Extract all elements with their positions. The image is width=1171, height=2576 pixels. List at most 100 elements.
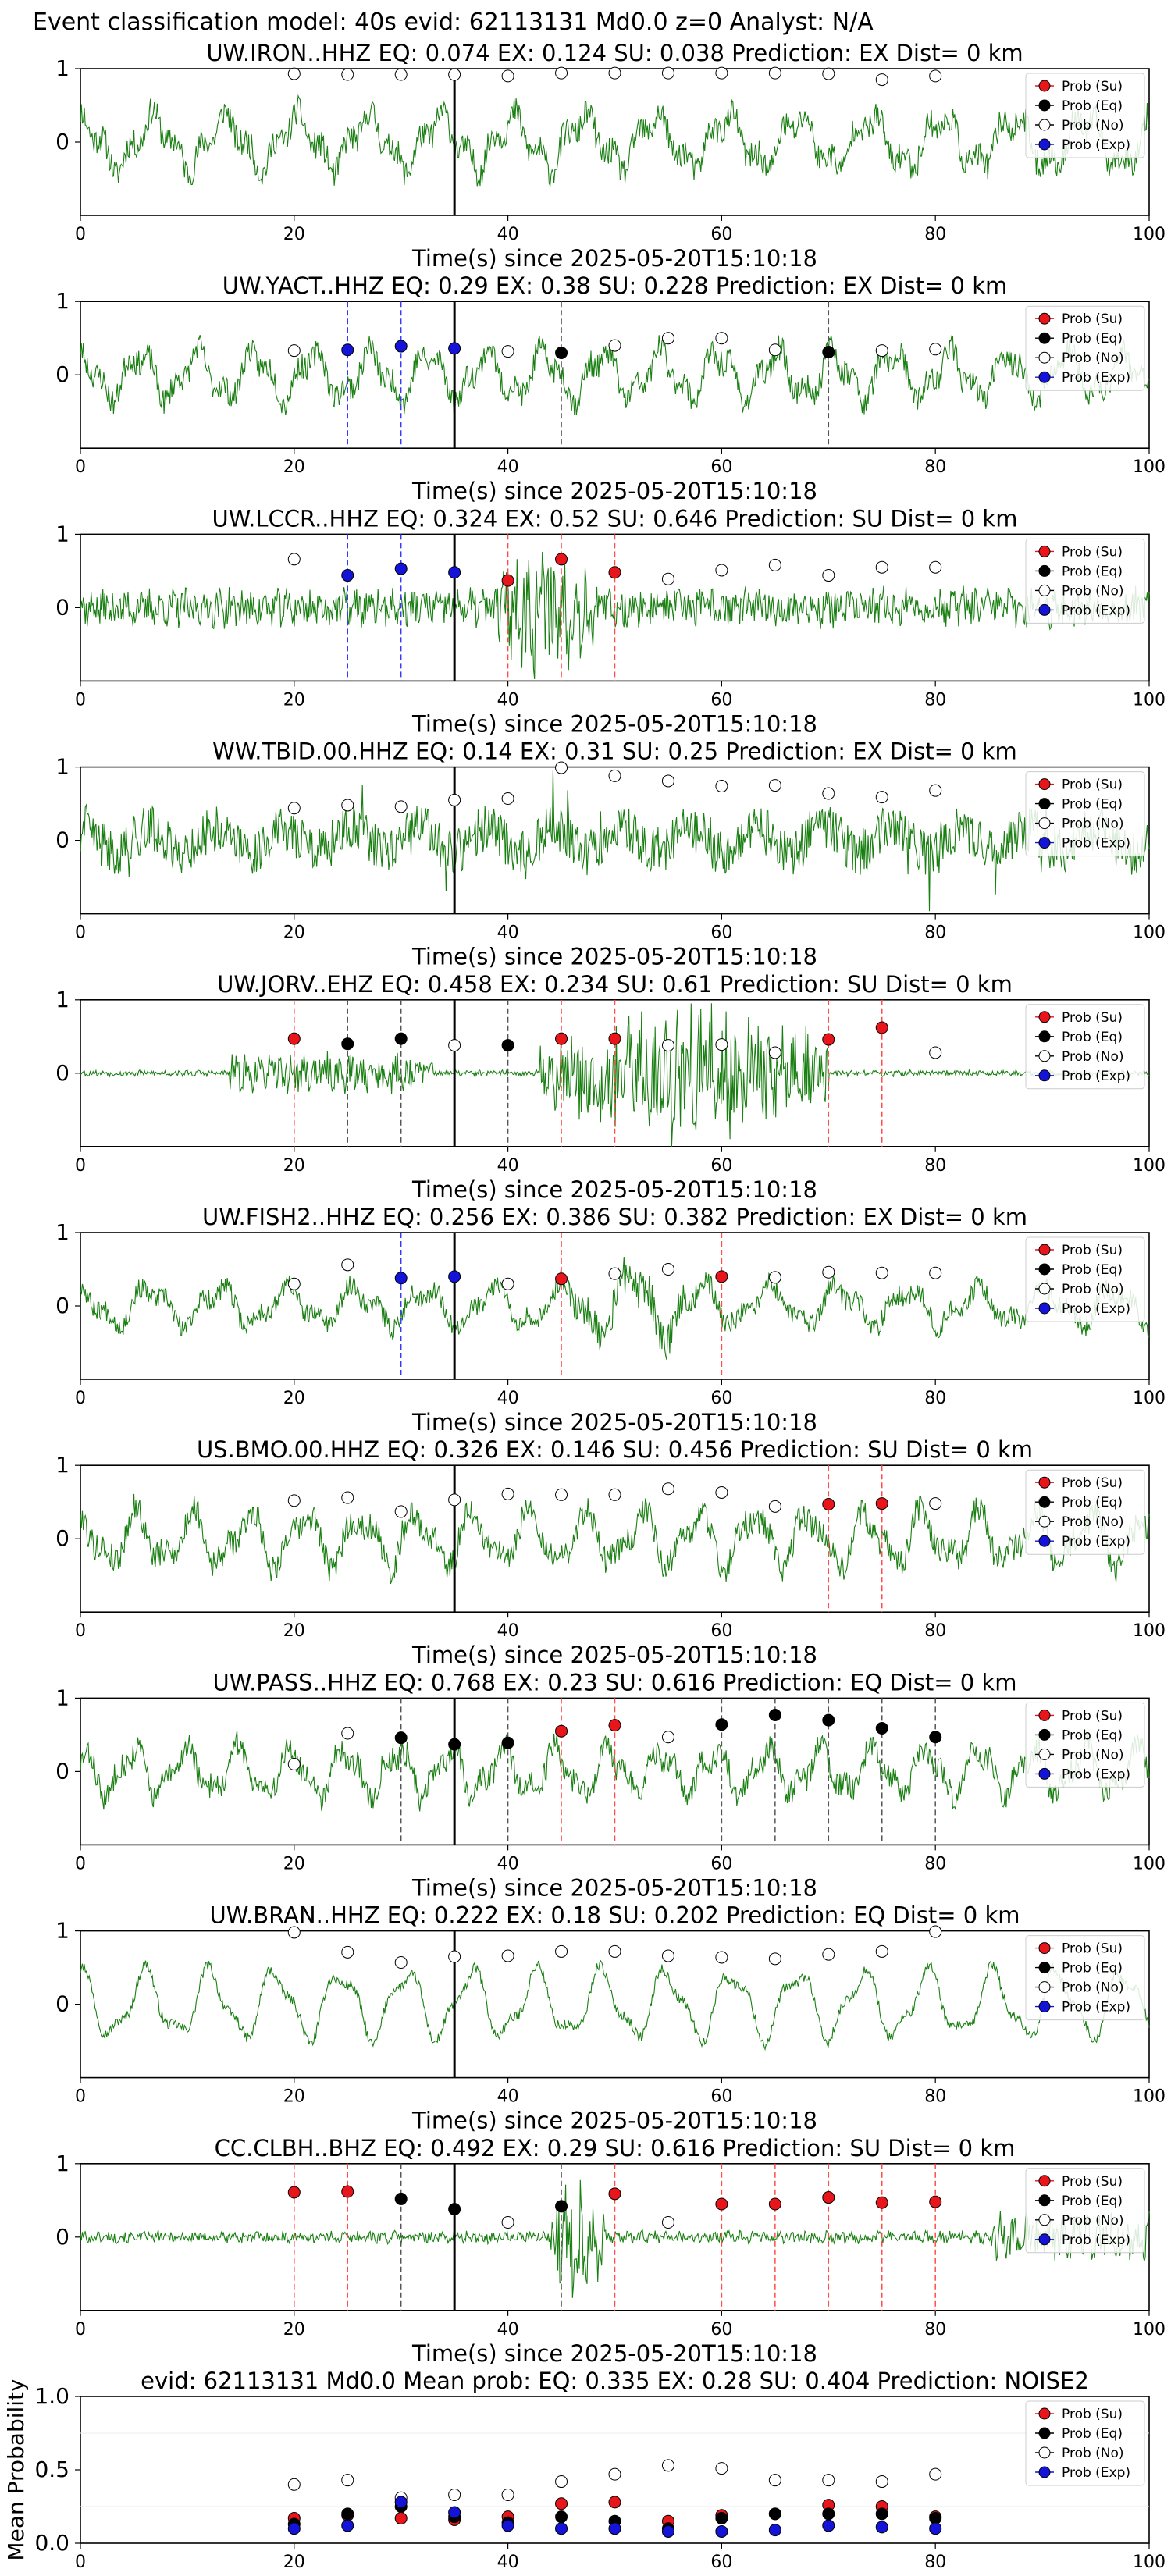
x-tick-label: 40 <box>497 1389 519 1408</box>
legend-marker-eq <box>1038 2194 1051 2207</box>
panel-title: UW.FISH2..HHZ EQ: 0.256 EX: 0.386 SU: 0.… <box>202 1204 1027 1230</box>
prob-point-no <box>929 69 942 83</box>
panel-3: UW.LCCR..HHZ EQ: 0.324 EX: 0.52 SU: 0.64… <box>55 505 1166 737</box>
x-tick-label: 20 <box>283 225 305 244</box>
station-panels: UW.IRON..HHZ EQ: 0.074 EX: 0.124 SU: 0.0… <box>3 40 1166 2572</box>
legend-marker-no <box>1038 1283 1051 1295</box>
legend-label-su: Prob (Su) <box>1062 1475 1123 1491</box>
x-tick-label: 60 <box>710 1854 732 1873</box>
prob-point-su <box>555 1724 568 1738</box>
legend: Prob (Su) Prob (Eq) Prob (No) Prob (Exp) <box>1025 538 1145 624</box>
prob-point-su <box>715 2197 728 2211</box>
prob-point-no <box>501 69 514 83</box>
panel-6: UW.FISH2..HHZ EQ: 0.256 EX: 0.386 SU: 0.… <box>55 1204 1166 1436</box>
prob-point-no <box>768 66 781 80</box>
y-tick-label: 0 <box>55 1758 69 1784</box>
prob-point-su <box>608 1719 621 1732</box>
x-tick-label: 60 <box>710 1389 732 1408</box>
panel-11: evid: 62113131 Md0.0 Mean prob: EQ: 0.33… <box>3 2368 1166 2572</box>
legend-box <box>1025 1702 1145 1788</box>
x-tick-label: 60 <box>710 923 732 943</box>
y-tick-label: 1.0 <box>34 2383 69 2409</box>
x-tick-label: 40 <box>497 2087 519 2107</box>
prob-point-eq <box>448 1738 461 1751</box>
mean-prob-point-eq <box>768 2507 781 2521</box>
prob-point-eq <box>394 1731 408 1745</box>
prob-point-no <box>661 332 674 345</box>
legend-label-eq: Prob (Eq) <box>1062 1495 1123 1510</box>
x-tick-label: 0 <box>75 1621 86 1641</box>
legend-marker-su <box>1038 545 1051 557</box>
seismic-waveform <box>80 1256 1150 1361</box>
legend-label-exp: Prob (Exp) <box>1062 137 1130 153</box>
legend-marker-eq <box>1038 99 1051 112</box>
legend-label-no: Prob (No) <box>1062 583 1124 599</box>
legend: Prob (Su) Prob (Eq) Prob (No) Prob (Exp) <box>1025 2168 1145 2254</box>
x-tick-label: 100 <box>1133 1389 1166 1408</box>
seismic-waveform <box>80 1493 1150 1585</box>
y-tick-label: 1 <box>55 521 69 546</box>
legend-label-exp: Prob (Exp) <box>1062 370 1130 386</box>
y-tick-label: 0 <box>55 2224 69 2250</box>
prob-point-no <box>287 344 301 358</box>
legend-box <box>1025 1236 1145 1322</box>
prob-point-no <box>661 1039 674 1052</box>
prob-point-no <box>608 66 621 80</box>
panel-title: UW.BRAN..HHZ EQ: 0.222 EX: 0.18 SU: 0.20… <box>209 1902 1020 1929</box>
legend: Prob (Su) Prob (Eq) Prob (No) Prob (Exp) <box>1025 1702 1145 1788</box>
panel-1: UW.IRON..HHZ EQ: 0.074 EX: 0.124 SU: 0.0… <box>55 40 1166 272</box>
legend-box <box>1025 538 1145 624</box>
prob-point-eq <box>501 1736 514 1749</box>
prob-point-no <box>661 774 674 788</box>
prob-point-su <box>715 1270 728 1283</box>
mean-prob-point-no <box>768 2474 781 2487</box>
legend-marker-exp <box>1038 837 1051 849</box>
prob-point-su <box>822 2191 835 2204</box>
prob-point-no <box>661 572 674 585</box>
legend-label-eq: Prob (Eq) <box>1062 331 1123 347</box>
prob-point-no <box>715 66 728 80</box>
panel-title: UW.JORV..EHZ EQ: 0.458 EX: 0.234 SU: 0.6… <box>217 971 1013 998</box>
legend-label-eq: Prob (Eq) <box>1062 98 1123 114</box>
prob-point-no <box>715 1485 728 1499</box>
legend-marker-su <box>1038 1244 1051 1256</box>
legend-marker-no <box>1038 817 1051 830</box>
mean-prob-point-no <box>822 2474 835 2487</box>
legend-label-su: Prob (Su) <box>1062 79 1123 94</box>
prob-point-no <box>822 1948 835 1961</box>
legend-label-no: Prob (No) <box>1062 2446 1124 2461</box>
mean-prob-point-su <box>394 2512 408 2525</box>
legend-marker-su <box>1038 312 1051 325</box>
prob-point-no <box>448 1950 461 1963</box>
prob-point-no <box>287 553 301 566</box>
prob-point-no <box>287 802 301 815</box>
prob-point-no <box>501 345 514 358</box>
x-tick-label: 100 <box>1133 690 1166 710</box>
prob-point-exp <box>448 1270 461 1283</box>
legend-label-su: Prob (Su) <box>1062 544 1123 560</box>
prob-point-no <box>661 2216 674 2229</box>
prob-point-no <box>394 800 408 813</box>
legend-label-eq: Prob (Eq) <box>1062 564 1123 579</box>
x-axis-label: Time(s) since 2025-05-20T15:10:18 <box>411 710 817 737</box>
legend-box <box>1025 1935 1145 2021</box>
panel-title: UW.IRON..HHZ EQ: 0.074 EX: 0.124 SU: 0.0… <box>206 40 1023 66</box>
legend-box <box>1025 305 1145 391</box>
panel-9: UW.BRAN..HHZ EQ: 0.222 EX: 0.18 SU: 0.20… <box>55 1902 1166 2134</box>
x-tick-label: 20 <box>283 2553 305 2572</box>
prob-point-eq <box>555 2200 568 2213</box>
prob-point-no <box>715 780 728 793</box>
legend-label-su: Prob (Su) <box>1062 311 1123 327</box>
legend-label-no: Prob (No) <box>1062 2213 1124 2229</box>
legend-marker-exp <box>1038 138 1051 151</box>
x-tick-label: 0 <box>75 1156 86 1176</box>
prob-point-no <box>822 67 835 80</box>
prob-point-exp <box>341 343 354 357</box>
prob-point-no <box>768 343 781 357</box>
mean-prob-point-no <box>875 2475 888 2489</box>
prob-point-no <box>287 1277 301 1290</box>
prob-point-exp <box>394 1272 408 1285</box>
x-tick-label: 80 <box>924 1854 946 1873</box>
prob-point-eq <box>929 1731 942 1744</box>
mean-prob-point-eq <box>715 2512 728 2525</box>
